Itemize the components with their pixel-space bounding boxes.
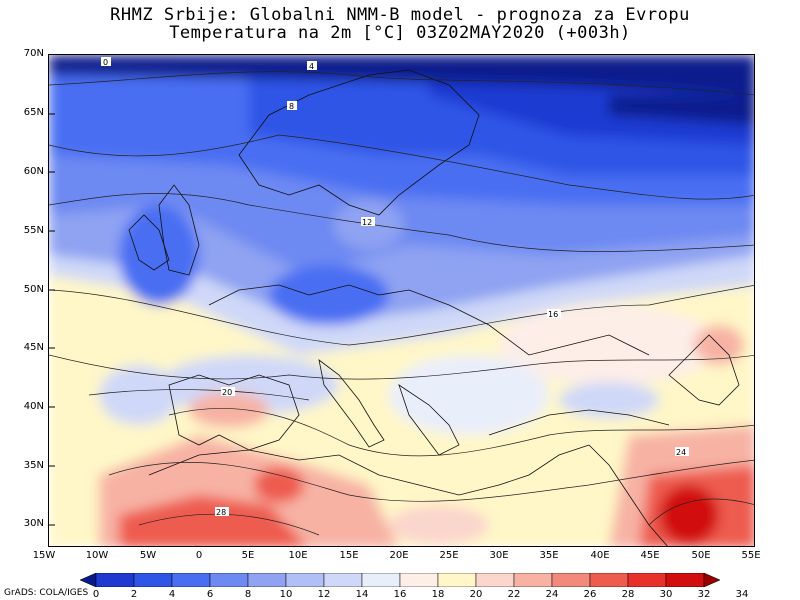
lon-label-15e: 15E (339, 550, 359, 561)
lon-label-35e: 35E (539, 550, 559, 561)
chart-title-line-1: RHMZ Srbije: Globalni NMM-B model - prog… (110, 5, 690, 25)
lon-label-55e: 55E (741, 550, 761, 561)
colorbar-segment (399, 573, 439, 587)
colorbar-segment (285, 573, 325, 587)
colorbar-segment (133, 573, 173, 587)
contour-label-4: 4 (309, 62, 314, 71)
contour-label-8: 8 (289, 102, 294, 111)
colorbar-segment (323, 573, 363, 587)
colorbar-segment (627, 573, 667, 587)
contour-label-24: 24 (676, 448, 686, 457)
coastlines (128, 69, 740, 546)
colorbar-tick-label: 8 (244, 589, 252, 600)
lat-label-55n: 55N (23, 225, 44, 236)
lon-label-40e: 40E (590, 550, 610, 561)
colorbar-segment (475, 573, 515, 587)
contour-label-12: 12 (362, 218, 372, 227)
colorbar-segment (209, 573, 249, 587)
temperature-map: 0 4 8 12 16 20 24 28 (48, 54, 755, 547)
colorbar-tick-label: 26 (583, 589, 597, 600)
contour-label-20: 20 (222, 388, 232, 397)
contour-labels: 0 4 8 12 16 20 24 28 (101, 57, 689, 517)
lat-label-45n: 45N (23, 342, 44, 353)
colorbar-segment (665, 573, 705, 587)
colorbar-tick-label: 32 (697, 589, 711, 600)
lon-label-10e: 10E (288, 550, 308, 561)
colorbar-tick-label: 6 (206, 589, 214, 600)
lon-label-25e: 25E (439, 550, 459, 561)
colorbar-tick-label: 20 (469, 589, 483, 600)
lat-label-50n: 50N (23, 284, 44, 295)
colorbar-arrow-right (703, 573, 720, 587)
colorbar-tick-label: 10 (279, 589, 293, 600)
colorbar-segment (247, 573, 287, 587)
colorbar-tick-label: 30 (659, 589, 673, 600)
colorbar-tick-label: 2 (130, 589, 138, 600)
contour-label-16: 16 (548, 310, 558, 319)
graticule-ticks (49, 113, 55, 526)
lon-label-5e: 5E (241, 550, 255, 561)
temperature-fill (49, 55, 754, 546)
colorbar-arrow-left (80, 573, 97, 587)
colorbar-segment (437, 573, 477, 587)
lon-label-10w: 10W (85, 550, 109, 561)
lat-label-35n: 35N (23, 460, 44, 471)
lon-label-30e: 30E (489, 550, 509, 561)
lat-label-30n: 30N (23, 518, 44, 529)
colorbar-segment (171, 573, 211, 587)
contour-label-0: 0 (103, 58, 108, 67)
chart-title-line-2: Temperatura na 2m [°C] 03Z02MAY2020 (+00… (169, 23, 631, 43)
lon-label-15w: 15W (32, 550, 56, 561)
lon-label-20e: 20E (389, 550, 409, 561)
lon-label-50e: 50E (691, 550, 711, 561)
colorbar-tick-label: 14 (355, 589, 369, 600)
colorbar-segment (361, 573, 401, 587)
lon-label-0: 0 (195, 550, 203, 561)
colorbar-tick-label: 22 (507, 589, 521, 600)
colorbar-tick-label: 12 (317, 589, 331, 600)
colorbar-segment (589, 573, 629, 587)
lat-label-70n: 70N (23, 48, 44, 59)
colorbar-tick-label: 28 (621, 589, 635, 600)
colorbar-tick-label: 34 (735, 589, 749, 600)
colorbar-tick-label: 16 (393, 589, 407, 600)
colorbar-tick-label: 0 (92, 589, 100, 600)
lat-label-40n: 40N (23, 401, 44, 412)
lat-label-65n: 65N (23, 107, 44, 118)
color-scale-bar (80, 573, 720, 587)
grads-credit: GrADS: COLA/IGES (4, 588, 89, 598)
map-svg: 0 4 8 12 16 20 24 28 (49, 55, 754, 546)
colorbar-tick-label: 18 (431, 589, 445, 600)
colorbar-segment (513, 573, 553, 587)
colorbar-tick-label: 24 (545, 589, 559, 600)
colorbar-tick-label: 4 (168, 589, 176, 600)
lat-label-60n: 60N (23, 166, 44, 177)
lon-label-5w: 5W (139, 550, 157, 561)
colorbar-segment (551, 573, 591, 587)
lon-label-45e: 45E (640, 550, 660, 561)
colorbar-segment (95, 573, 135, 587)
contour-label-28: 28 (216, 508, 226, 517)
